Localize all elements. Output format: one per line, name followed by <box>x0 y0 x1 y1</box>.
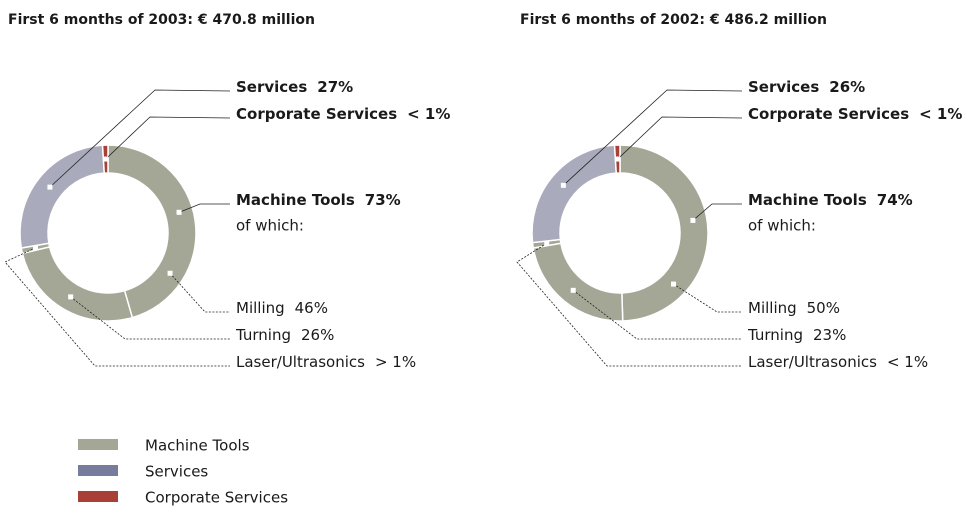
leader-line <box>673 283 742 313</box>
donut-slice <box>532 242 624 322</box>
chart-title: First 6 months of 2002: € 486.2 million <box>520 12 827 28</box>
legend-swatch <box>78 465 118 476</box>
slice-value: 23% <box>813 326 846 344</box>
marker <box>103 156 109 162</box>
slice-label: Turning 23% <box>747 326 846 344</box>
legend-label: Services <box>145 463 208 481</box>
leader-line <box>516 242 742 367</box>
marker <box>68 294 74 300</box>
marker <box>167 270 173 276</box>
slice-value: 27% <box>317 78 353 96</box>
slice-name: Laser/Ultrasonics <box>236 353 365 371</box>
slice-label: Turning 26% <box>235 326 334 344</box>
leader-line <box>178 203 230 213</box>
group-note: of which: <box>236 217 304 235</box>
marker <box>671 281 677 287</box>
group-value: 74% <box>877 191 913 209</box>
group-label: Machine Tools 74% <box>748 191 913 209</box>
group-name: Machine Tools <box>236 191 355 209</box>
slice-value: 46% <box>295 299 328 317</box>
leader-line <box>105 116 231 160</box>
marker <box>544 240 550 246</box>
group-value: 73% <box>365 191 401 209</box>
slice-name: Turning <box>747 326 803 344</box>
slice-name: Corporate Services <box>748 105 909 123</box>
leader-line <box>617 116 743 160</box>
leader-line <box>563 89 743 186</box>
slice-value: < 1% <box>919 105 962 123</box>
group-note: of which: <box>748 217 816 235</box>
slice-label: Laser/Ultrasonics > 1% <box>236 353 416 371</box>
leader-line <box>4 247 230 367</box>
leader-line <box>49 89 231 188</box>
legend-label: Corporate Services <box>145 489 288 507</box>
slice-label: Corporate Services < 1% <box>236 105 450 123</box>
slice-value: 26% <box>829 78 865 96</box>
slice-label: Services 26% <box>748 78 865 96</box>
donut-slice <box>107 144 197 319</box>
leader-line <box>70 296 230 340</box>
slice-label: Services 27% <box>236 78 353 96</box>
marker <box>690 217 696 223</box>
slice-name: Corporate Services <box>236 105 397 123</box>
group-label: Machine Tools 73% <box>236 191 401 209</box>
slice-name: Laser/Ultrasonics <box>748 353 877 371</box>
donut-slice <box>531 144 618 244</box>
marker <box>560 182 566 188</box>
slice-label: Corporate Services < 1% <box>748 105 962 123</box>
leader-line <box>692 203 742 221</box>
marker <box>47 184 53 190</box>
chart-title: First 6 months of 2003: € 470.8 million <box>8 12 315 28</box>
marker <box>176 209 182 215</box>
slice-name: Services <box>748 78 819 96</box>
slice-name: Turning <box>235 326 291 344</box>
marker <box>33 245 39 251</box>
donut-slice <box>19 144 106 249</box>
slice-name: Milling <box>236 299 285 317</box>
marker <box>570 287 576 293</box>
legend-swatch <box>78 491 118 502</box>
slice-name: Milling <box>748 299 797 317</box>
legend-swatch <box>78 439 118 450</box>
slice-label: Milling 50% <box>748 299 840 317</box>
slice-value: 26% <box>301 326 334 344</box>
donut-slice <box>619 144 709 322</box>
donut-slice <box>21 245 134 322</box>
slice-name: Services <box>236 78 307 96</box>
marker <box>615 156 621 162</box>
slice-value: < 1% <box>407 105 450 123</box>
slice-value: 50% <box>807 299 840 317</box>
slice-label: Laser/Ultrasonics < 1% <box>748 353 928 371</box>
legend-label: Machine Tools <box>145 437 250 455</box>
slice-value: > 1% <box>375 353 416 371</box>
group-name: Machine Tools <box>748 191 867 209</box>
slice-label: Milling 46% <box>236 299 328 317</box>
slice-value: < 1% <box>887 353 928 371</box>
